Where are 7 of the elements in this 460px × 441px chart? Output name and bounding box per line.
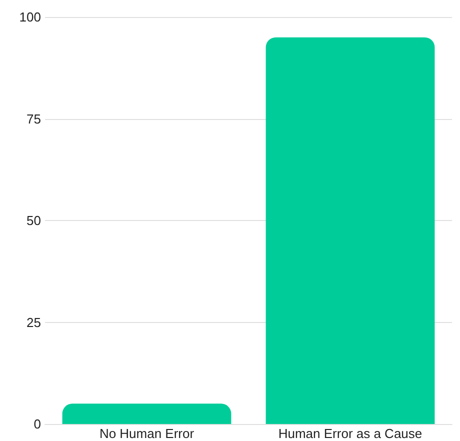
y-tick-label: 50 <box>26 213 41 228</box>
x-tick-label: Human Error as a Cause <box>278 426 422 441</box>
y-tick-label: 0 <box>34 416 41 432</box>
y-tick-label: 75 <box>26 111 41 126</box>
y-tick-label: 100 <box>19 10 41 24</box>
x-tick-label: No Human Error <box>99 426 195 441</box>
y-tick-label: 25 <box>26 314 41 330</box>
